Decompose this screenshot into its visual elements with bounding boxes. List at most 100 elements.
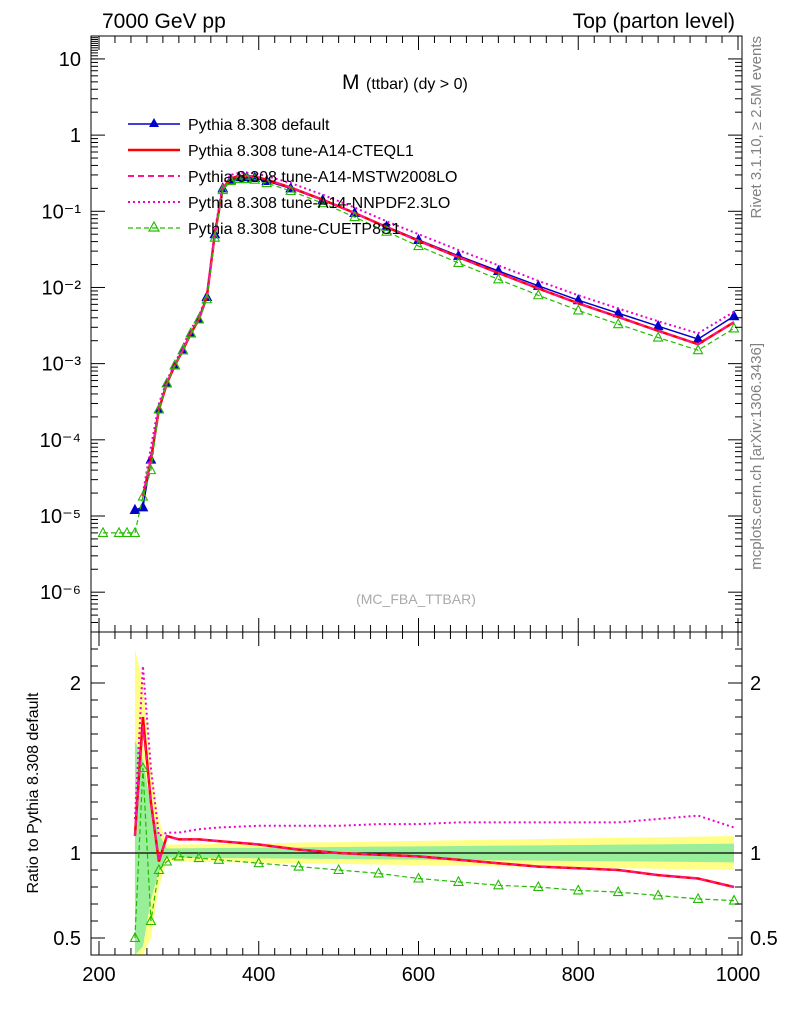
main-y-tick-label: 1 <box>70 125 81 147</box>
ratio-axis-ticks: 0.5 0.5 1 1 2 2 200 400 600 800 1000 <box>53 632 778 986</box>
main-point-cuetp8s1 <box>137 490 149 501</box>
ratio-panel: 0.5 0.5 1 1 2 2 200 400 600 800 1000 <box>53 631 778 986</box>
ratio-point-cuetp8s1 <box>145 914 157 926</box>
ratio-point-cuetp8s1 <box>492 879 504 890</box>
main-point-cuetp8s1 <box>201 293 213 304</box>
rivet-label: Rivet 3.1.10, ≥ 2.5M events <box>748 36 765 219</box>
legend-marker-cuetp8s1 <box>147 220 161 232</box>
main-point-cuetp8s1 <box>209 231 221 242</box>
ratio-point-cuetp8s1 <box>612 885 624 897</box>
ratio-point-cuetp8s1 <box>728 894 740 905</box>
main-y-tick-label: 10⁻³ <box>42 354 82 376</box>
ratio-point-cuetp8s1 <box>161 855 173 866</box>
ratio-band-green <box>134 740 735 955</box>
main-point-cuetp8s1 <box>349 210 361 222</box>
main-point-cuetp8s1 <box>261 176 273 188</box>
legend-entry-cteql1: Pythia 8.308 tune-A14-CTEQL1 <box>128 143 414 160</box>
legend-label-cuetp8s1: Pythia 8.308 tune-CUETP8S1 <box>188 221 401 238</box>
header-right: Top (parton level) <box>573 10 735 33</box>
analysis-label: (MC_FBA_TTBAR) <box>356 591 476 607</box>
main-point-cuetp8s1 <box>492 273 504 284</box>
main-point-cuetp8s1 <box>692 344 704 355</box>
main-point-cuetp8s1 <box>225 174 237 186</box>
header-left: 7000 GeV pp <box>102 10 226 33</box>
plot-title-sub: (ttbar) (dy > 0) <box>366 76 468 93</box>
legend-marker-default <box>149 118 159 127</box>
main-point-default <box>129 503 141 515</box>
main-series-line-nnpdf <box>141 171 735 494</box>
legend-entry-cuetp8s1: Pythia 8.308 tune-CUETP8S1 <box>128 220 401 238</box>
main-y-tick-label: 10⁻⁶ <box>40 582 81 604</box>
main-point-cuetp8s1 <box>453 256 464 267</box>
ratio-point-cuetp8s1 <box>333 863 345 875</box>
main-y-tick-label: 10⁻² <box>42 277 82 299</box>
main-point-cuetp8s1 <box>381 225 392 236</box>
main-point-cuetp8s1 <box>572 304 584 315</box>
x-tick-label: 800 <box>562 964 595 986</box>
ratio-y-tick-label-right: 2 <box>750 673 761 695</box>
main-y-tick-label: 10⁻⁵ <box>40 506 81 528</box>
main-y-tick-label: 10 <box>59 49 81 71</box>
legend-label-default: Pythia 8.308 default <box>188 117 330 134</box>
x-tick-label: 600 <box>402 964 435 986</box>
ratio-y-tick-label-right: 0.5 <box>750 928 778 950</box>
ratio-point-cuetp8s1 <box>153 863 165 875</box>
ratio-point-cuetp8s1 <box>129 931 141 943</box>
ratio-point-cuetp8s1 <box>173 850 185 861</box>
ratio-y-tick-label-left: 0.5 <box>53 928 81 950</box>
ratio-point-cuetp8s1 <box>652 889 664 900</box>
ratio-point-cuetp8s1 <box>572 884 584 895</box>
ratio-y-axis-label: Ratio to Pythia 8.308 default <box>25 692 42 894</box>
ratio-point-cuetp8s1 <box>532 880 544 892</box>
main-series-group <box>97 171 740 537</box>
main-point-cuetp8s1 <box>652 331 664 342</box>
main-point-cuetp8s1 <box>161 377 173 388</box>
ratio-point-cuetp8s1 <box>213 853 225 864</box>
ratio-point-cuetp8s1 <box>692 892 704 903</box>
legend-label-cteql1: Pythia 8.308 tune-A14-CTEQL1 <box>188 143 414 160</box>
main-point-cuetp8s1 <box>612 317 624 329</box>
main-point-cuetp8s1 <box>129 526 141 537</box>
main-point-cuetp8s1 <box>97 526 109 537</box>
ratio-point-cuetp8s1 <box>193 851 205 863</box>
main-point-cuetp8s1 <box>532 289 544 300</box>
main-point-cuetp8s1 <box>241 172 253 184</box>
main-point-default <box>692 332 704 344</box>
main-point-default <box>137 501 149 512</box>
main-point-cuetp8s1 <box>113 526 125 537</box>
main-point-cuetp8s1 <box>145 463 157 475</box>
plot-title: M (ttbar) (dy > 0) <box>342 71 468 94</box>
ratio-point-cuetp8s1 <box>413 872 424 883</box>
main-point-cuetp8s1 <box>285 184 297 195</box>
main-point-cuetp8s1 <box>193 313 205 324</box>
ratio-y-tick-label-right: 1 <box>750 843 761 865</box>
x-tick-label: 200 <box>82 964 115 986</box>
main-y-tick-label: 10⁻⁴ <box>40 430 81 452</box>
ratio-y-tick-label-left: 1 <box>70 843 81 865</box>
ratio-y-tick-label-left: 2 <box>70 673 81 695</box>
main-point-cuetp8s1 <box>153 403 165 414</box>
ratio-point-cuetp8s1 <box>253 857 265 868</box>
legend-label-mstw: Pythia 8.308 tune-A14-MSTW2008LO <box>188 169 457 186</box>
legend-label-nnpdf: Pythia 8.308 tune-A14-NNPDF2.3LO <box>188 195 450 212</box>
main-point-cuetp8s1 <box>249 173 261 184</box>
legend: Pythia 8.308 default Pythia 8.308 tune-A… <box>128 117 457 238</box>
x-tick-label: 1000 <box>716 964 761 986</box>
legend-entry-default: Pythia 8.308 default <box>128 117 330 134</box>
main-point-cuetp8s1 <box>317 196 329 208</box>
main-point-cuetp8s1 <box>233 172 245 184</box>
main-point-cuetp8s1 <box>177 344 189 355</box>
ratio-point-cuetp8s1 <box>293 860 305 871</box>
main-point-cuetp8s1 <box>413 239 424 251</box>
mcplots-label: mcplots.cern.ch [arXiv:1306.3436] <box>748 343 765 570</box>
ratio-point-cuetp8s1 <box>373 867 384 878</box>
main-series-line-cuetp8s1 <box>102 178 735 534</box>
main-panel: 10 1 10⁻¹ 10⁻² 10⁻³ 10⁻⁴ 10⁻⁵ 10⁻⁶ <box>40 35 743 633</box>
ratio-uncertainty-bands <box>134 649 735 955</box>
legend-entry-mstw: Pythia 8.308 tune-A14-MSTW2008LO <box>128 169 457 186</box>
ratio-point-cuetp8s1 <box>453 875 464 886</box>
ratio-series-line-mstw <box>133 725 735 888</box>
ratio-frame <box>90 631 743 956</box>
main-point-cuetp8s1 <box>217 183 229 195</box>
